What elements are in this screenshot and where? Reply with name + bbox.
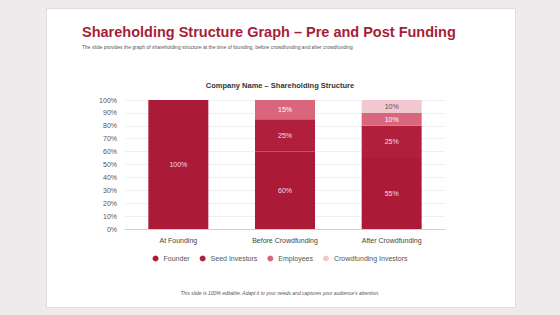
svg-text:100%: 100%	[99, 97, 117, 104]
svg-text:10%: 10%	[385, 116, 399, 123]
svg-text:100%: 100%	[169, 161, 187, 168]
svg-text:70%: 70%	[103, 135, 117, 142]
svg-text:25%: 25%	[385, 138, 399, 145]
svg-text:40%: 40%	[103, 174, 117, 181]
svg-text:50%: 50%	[103, 161, 117, 168]
svg-text:Company Name – Shareholding St: Company Name – Shareholding Structure	[206, 81, 354, 90]
svg-text:55%: 55%	[385, 190, 399, 197]
svg-text:At Founding: At Founding	[159, 237, 197, 245]
html-text:The slide provides the graph o: The slide provides the graph of sharehol…	[82, 44, 353, 50]
svg-text:80%: 80%	[103, 122, 117, 129]
svg-text:15%: 15%	[278, 106, 292, 113]
svg-text:Before Crowdfunding: Before Crowdfunding	[252, 237, 318, 245]
svg-text:Founder: Founder	[164, 255, 191, 262]
svg-text:30%: 30%	[103, 187, 117, 194]
svg-text:Crowdfunding Investors: Crowdfunding Investors	[334, 255, 408, 263]
svg-text:60%: 60%	[278, 187, 292, 194]
svg-text:20%: 20%	[103, 200, 117, 207]
svg-text:10%: 10%	[103, 213, 117, 220]
svg-text:10%: 10%	[385, 103, 399, 110]
svg-text:Employees: Employees	[278, 255, 313, 263]
svg-text:90%: 90%	[103, 109, 117, 116]
svg-text:60%: 60%	[103, 148, 117, 155]
svg-text:25%: 25%	[278, 132, 292, 139]
svg-text:0%: 0%	[107, 226, 117, 233]
html-text:Shareholding Structure Graph –: Shareholding Structure Graph – Pre and P…	[82, 24, 456, 40]
svg-text:Seed Investors: Seed Investors	[211, 255, 258, 262]
html-text:This slide is 100% editable. A: This slide is 100% editable. Adapt it to…	[180, 290, 380, 296]
svg-text:After Crowdfunding: After Crowdfunding	[362, 237, 422, 245]
